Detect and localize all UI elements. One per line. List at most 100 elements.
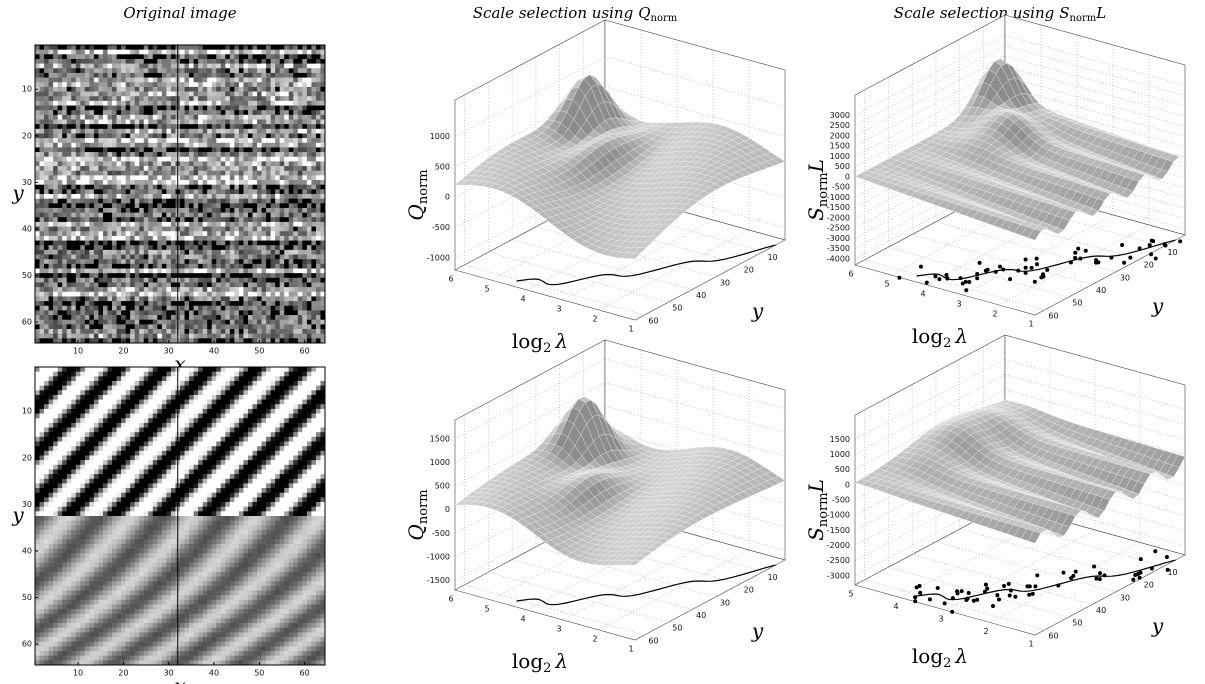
pixel	[194, 157, 199, 162]
pixel	[212, 161, 217, 166]
pixel	[144, 418, 149, 423]
pixel	[153, 175, 158, 180]
pixel	[35, 264, 40, 269]
pixel	[53, 157, 58, 162]
pixel	[126, 120, 131, 125]
pixel	[266, 110, 271, 115]
pixel	[302, 143, 307, 148]
pixel	[171, 320, 176, 325]
pixel	[280, 404, 285, 409]
pixel	[212, 334, 217, 339]
pixel	[139, 222, 144, 227]
pixel	[280, 414, 285, 419]
pixel	[189, 334, 194, 339]
pixel	[98, 315, 103, 320]
pixel	[85, 404, 90, 409]
pixel	[216, 273, 221, 278]
pixel	[253, 255, 258, 260]
pixel	[67, 64, 72, 69]
pixel	[284, 282, 289, 287]
pixel	[53, 189, 58, 194]
pixel	[216, 152, 221, 157]
pixel	[139, 227, 144, 232]
pixel	[157, 92, 162, 97]
pixel	[112, 92, 117, 97]
pixel	[207, 329, 212, 334]
pixel	[284, 157, 289, 162]
pixel	[103, 301, 108, 306]
pixel	[89, 96, 94, 101]
pixel	[85, 194, 90, 199]
pixel	[121, 124, 126, 129]
pixel	[148, 306, 153, 311]
pixel	[62, 404, 67, 409]
pixel	[239, 245, 244, 250]
pixel	[71, 199, 76, 204]
pixel	[180, 217, 185, 222]
pixel	[135, 400, 140, 405]
pixel	[62, 376, 67, 381]
pixel	[139, 101, 144, 106]
pixel	[284, 124, 289, 129]
pixel	[275, 250, 280, 255]
pixel	[144, 376, 149, 381]
pixel	[311, 106, 316, 111]
pixel	[67, 306, 72, 311]
pixel	[284, 386, 289, 391]
pixel	[44, 143, 49, 148]
pixel	[89, 157, 94, 162]
pixel	[58, 269, 63, 274]
pixel	[108, 194, 113, 199]
pixel	[194, 73, 199, 78]
pixel	[212, 236, 217, 241]
pixel	[71, 161, 76, 166]
pixel	[207, 310, 212, 315]
pixel	[157, 180, 162, 185]
pixel	[316, 222, 321, 227]
pixel	[117, 310, 122, 315]
pixel	[243, 152, 248, 157]
pixel	[275, 273, 280, 278]
pixel	[284, 68, 289, 73]
pixel	[58, 59, 63, 64]
pixel	[284, 255, 289, 260]
pixel	[139, 213, 144, 218]
pixel	[112, 133, 117, 138]
pixel	[144, 292, 149, 297]
pixel	[243, 282, 248, 287]
pixel	[212, 82, 217, 87]
pixel	[157, 194, 162, 199]
pixel	[94, 45, 99, 50]
pixel	[311, 315, 316, 320]
pixel	[44, 409, 49, 414]
pixel	[234, 157, 239, 162]
pixel	[189, 78, 194, 83]
pixel	[253, 310, 258, 315]
pixel	[98, 395, 103, 400]
pixel	[157, 73, 162, 78]
pixel	[243, 96, 248, 101]
pixel	[67, 296, 72, 301]
pixel	[53, 428, 58, 433]
pixel	[189, 381, 194, 386]
pixel	[212, 423, 217, 428]
pixel	[71, 180, 76, 185]
pixel	[185, 222, 190, 227]
pixel	[166, 367, 171, 372]
pixel	[71, 157, 76, 162]
pixel	[225, 129, 230, 134]
pixel	[203, 250, 208, 255]
pixel	[44, 68, 49, 73]
pixel	[139, 372, 144, 377]
pixel	[253, 175, 258, 180]
pixel	[230, 138, 235, 143]
pixel	[148, 414, 153, 419]
pixel	[171, 157, 176, 162]
pixel	[298, 50, 303, 55]
pixel	[253, 367, 258, 372]
pixel	[121, 138, 126, 143]
pixel	[302, 227, 307, 232]
pixel	[271, 152, 276, 157]
pixel	[216, 171, 221, 176]
pixel	[76, 372, 81, 377]
